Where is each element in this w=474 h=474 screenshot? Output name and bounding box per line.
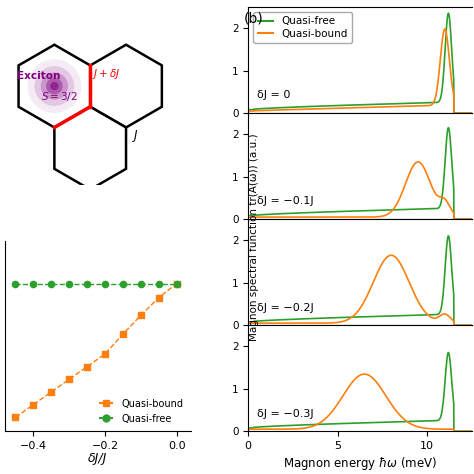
Text: Magnon spectral function tr(A(ω)) (a.u.): Magnon spectral function tr(A(ω)) (a.u.) (248, 133, 259, 341)
Point (173, 280, 181, 287)
Point (119, 280, 127, 287)
Text: δJ = −0.2J: δJ = −0.2J (257, 302, 314, 312)
Point (65, 375, 73, 383)
Point (12, 280, 19, 287)
Point (29, 280, 37, 287)
Text: δJ = 0: δJ = 0 (257, 91, 291, 100)
Point (83, 280, 91, 287)
Point (101, 280, 109, 287)
X-axis label: Magnon energy $\hbar\omega$ (meV): Magnon energy $\hbar\omega$ (meV) (283, 455, 437, 472)
Text: $J+\delta J$: $J+\delta J$ (92, 67, 121, 81)
Point (119, 330, 127, 338)
Legend: Quasi-free, Quasi-bound: Quasi-free, Quasi-bound (254, 12, 352, 43)
Polygon shape (18, 45, 90, 128)
Text: $J$: $J$ (132, 128, 138, 144)
Polygon shape (55, 107, 126, 190)
Text: (b): (b) (244, 12, 264, 26)
Point (137, 311, 145, 319)
Circle shape (35, 66, 74, 106)
Circle shape (46, 78, 63, 94)
Point (47, 280, 55, 287)
Circle shape (41, 73, 68, 100)
Text: δJ = −0.3J: δJ = −0.3J (257, 409, 314, 419)
Point (101, 350, 109, 358)
Point (137, 280, 145, 287)
Point (47, 388, 55, 396)
Legend: Quasi-bound, Quasi-free: Quasi-bound, Quasi-free (96, 396, 186, 427)
Circle shape (27, 59, 81, 113)
Text: Exciton: Exciton (17, 71, 61, 81)
Point (29, 401, 37, 409)
Point (155, 294, 163, 301)
Point (83, 363, 91, 371)
Text: $S=3/2$: $S=3/2$ (41, 90, 78, 103)
X-axis label: δJ/J: δJ/J (88, 453, 108, 465)
Point (65, 280, 73, 287)
Polygon shape (90, 45, 162, 128)
Point (12, 413, 19, 421)
Text: δJ = −0.1J: δJ = −0.1J (257, 197, 314, 207)
Point (173, 280, 181, 287)
Point (155, 280, 163, 287)
Circle shape (50, 82, 58, 90)
